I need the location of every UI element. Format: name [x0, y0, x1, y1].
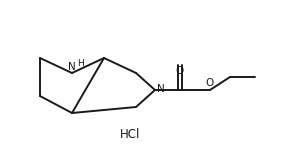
- Text: N: N: [157, 84, 165, 94]
- Text: N: N: [68, 62, 76, 72]
- Text: H: H: [77, 59, 84, 68]
- Text: O: O: [176, 66, 184, 76]
- Text: O: O: [206, 78, 214, 88]
- Text: HCl: HCl: [120, 129, 140, 142]
